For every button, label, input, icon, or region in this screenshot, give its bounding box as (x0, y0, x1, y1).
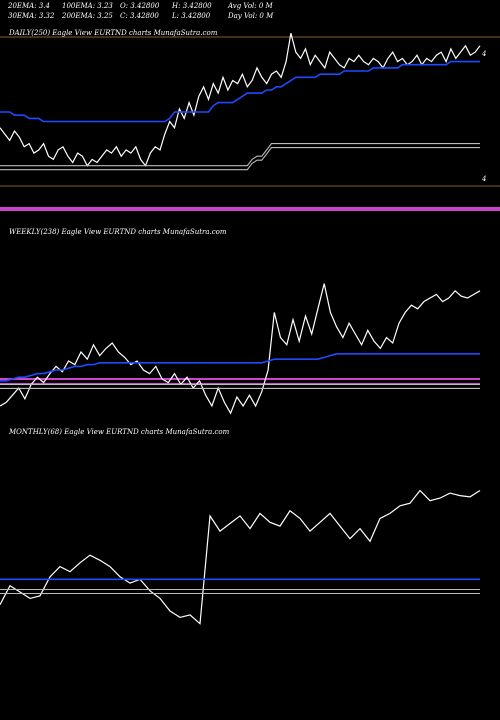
avg-vol-readout: Avg Vol: 0 M (228, 2, 273, 10)
monthly-price-line (0, 489, 481, 625)
monthly-panel-label: MONTHLY(68) Eagle View EURTND charts Mun… (9, 428, 230, 436)
weekly-volume-band-2 (0, 383, 480, 384)
daily-price-line (0, 33, 481, 167)
ema100-readout: 100EMA: 3.23 (62, 2, 113, 10)
open-readout: O: 3.42800 (120, 2, 160, 10)
daily-panel-label: DAILY(250) Eagle View EURTND charts Muna… (9, 29, 218, 37)
weekly-volume-band-1 (0, 378, 480, 380)
daily-avg-line-shadow (0, 147, 480, 171)
ema20-readout: 20EMA: 3.4 (8, 2, 50, 10)
high-readout: H: 3.42800 (172, 2, 212, 10)
daily-volume-band (0, 207, 500, 211)
daily-axis-marker-bottom: 4 (482, 175, 487, 183)
weekly-ema-line (0, 352, 480, 382)
ema200-readout: 200EMA: 3.25 (62, 12, 113, 20)
close-readout: C: 3.42800 (120, 12, 159, 20)
ema30-readout: 30EMA: 3.32 (8, 12, 55, 20)
daily-avg-line (0, 143, 480, 167)
daily-axis-marker-top: 4 (482, 50, 487, 58)
day-vol-readout: Day Vol: 0 M (228, 12, 274, 20)
weekly-price-line (0, 283, 481, 415)
low-readout: L: 3.42800 (172, 12, 211, 20)
weekly-panel-label: WEEKLY(238) Eagle View EURTND charts Mun… (9, 228, 227, 236)
daily-ema-line (0, 60, 480, 123)
